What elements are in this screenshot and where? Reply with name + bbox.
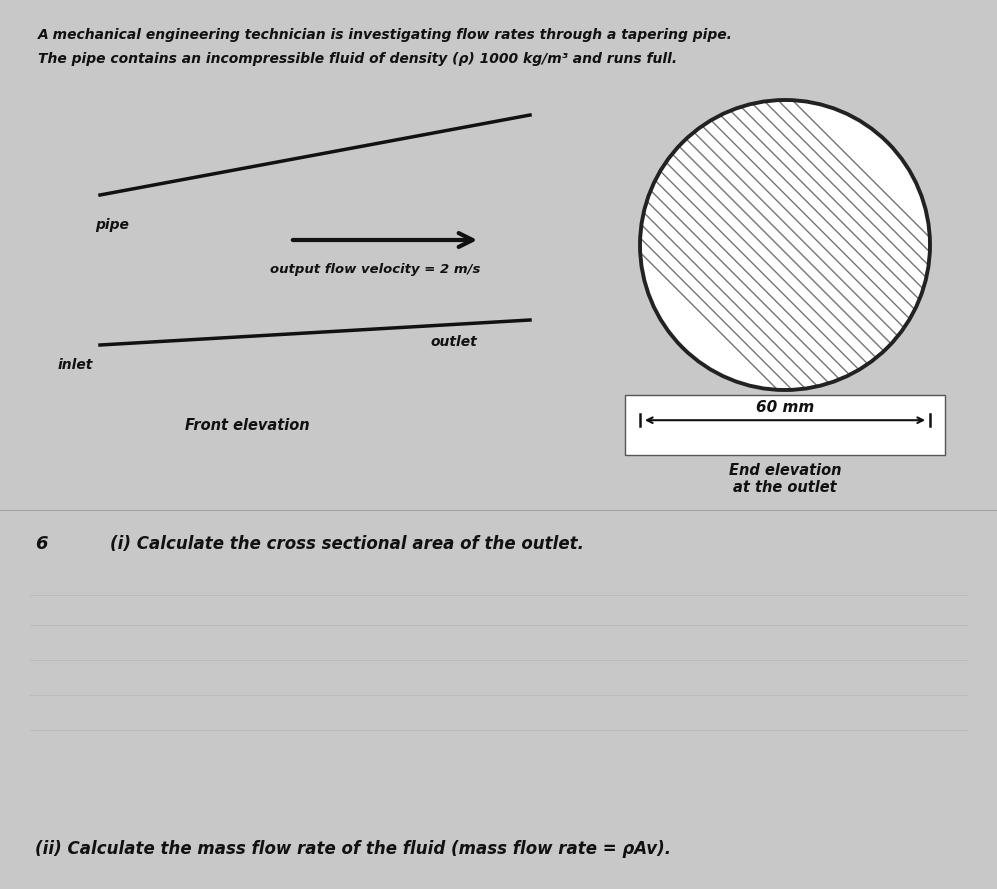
Text: 6: 6 [35, 535, 48, 553]
Text: (i) Calculate the cross sectional area of the outlet.: (i) Calculate the cross sectional area o… [110, 535, 584, 553]
Text: outlet: outlet [430, 335, 477, 349]
Circle shape [640, 100, 930, 390]
Text: End elevation
at the outlet: End elevation at the outlet [729, 463, 841, 495]
Text: The pipe contains an incompressible fluid of density (ρ) 1000 kg/m³ and runs ful: The pipe contains an incompressible flui… [38, 52, 677, 66]
Text: Front elevation: Front elevation [185, 418, 310, 433]
Text: output flow velocity = 2 m/s: output flow velocity = 2 m/s [270, 263, 481, 276]
Text: pipe: pipe [95, 218, 129, 232]
Text: inlet: inlet [58, 358, 94, 372]
FancyBboxPatch shape [625, 395, 945, 455]
Text: (ii) Calculate the mass flow rate of the fluid (mass flow rate = ρAv).: (ii) Calculate the mass flow rate of the… [35, 840, 671, 858]
Text: A mechanical engineering technician is investigating flow rates through a taperi: A mechanical engineering technician is i… [38, 28, 733, 42]
Text: 60 mm: 60 mm [756, 400, 815, 415]
